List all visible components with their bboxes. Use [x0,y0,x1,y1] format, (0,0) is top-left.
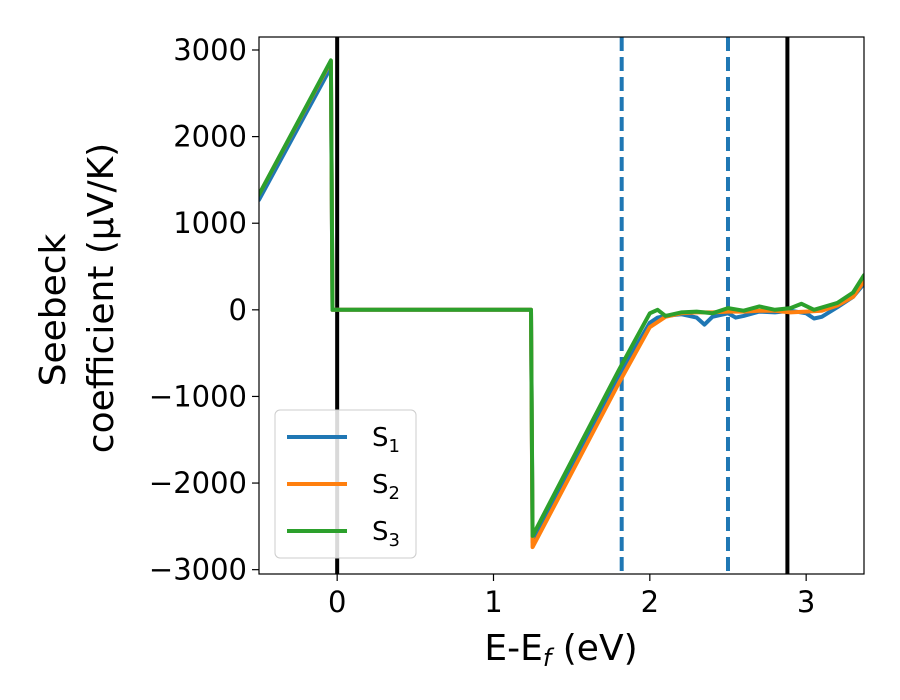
y-tick-label: 1000 [173,206,247,240]
legend-label-s1: S1 [372,423,400,457]
y-tick-label: −1000 [149,379,247,413]
y-tick-label: 0 [229,293,247,327]
y-tick-label: 2000 [173,120,247,154]
y-tick-label: −2000 [149,466,247,500]
x-axis-ticks: 0 1 2 3 [328,574,815,619]
x-tick-label: 0 [328,585,346,619]
x-tick-label: 2 [641,585,659,619]
y-axis-label-line1: Seebeck [33,233,74,386]
legend: S1 S2 S3 [274,409,417,559]
x-tick-label: 3 [797,585,815,619]
legend-label-s3: S3 [372,517,400,551]
y-axis-label-line2: coefficient (μV/K) [81,143,122,453]
y-axis-ticks: 3000 2000 1000 0 −1000 −2000 −3000 [149,33,259,587]
y-tick-label: 3000 [173,33,247,67]
series-lines [259,58,864,550]
legend-label-s2: S2 [372,470,400,504]
plot-frame [258,36,865,575]
x-axis-label: E-Ef (eV) [484,628,637,672]
x-tick-label: 1 [484,585,502,619]
y-tick-label: −3000 [149,553,247,587]
series-line-s3 [259,58,864,538]
